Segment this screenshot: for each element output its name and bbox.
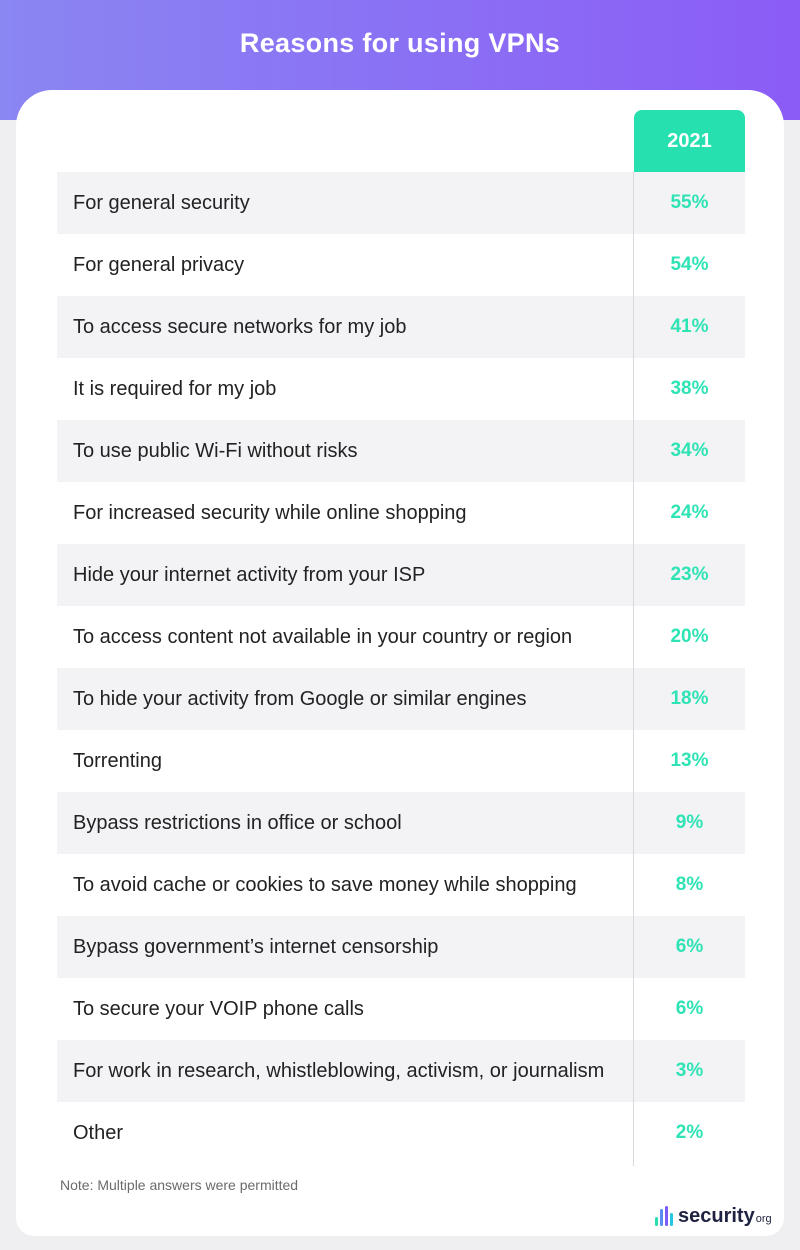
table-row: For general security 55% xyxy=(57,172,745,234)
row-value: 41% xyxy=(670,316,709,337)
table-row: It is required for my job 38% xyxy=(57,358,745,420)
row-label: To avoid cache or cookies to save money … xyxy=(73,874,577,896)
table-row: Torrenting 13% xyxy=(57,730,745,792)
row-label: To use public Wi-Fi without risks xyxy=(73,440,358,462)
row-label: Bypass government’s internet censorship xyxy=(73,936,439,958)
brand-suffix: org xyxy=(755,1213,772,1225)
row-value: 8% xyxy=(675,874,704,895)
row-label: Other xyxy=(73,1122,124,1144)
row-label: Hide your internet activity from your IS… xyxy=(73,564,426,586)
row-value: 13% xyxy=(670,750,709,771)
row-value: 38% xyxy=(670,378,709,399)
row-value: 6% xyxy=(675,936,704,957)
row-value: 3% xyxy=(675,1060,704,1081)
table-row: Bypass restrictions in office or school 9… xyxy=(57,792,745,854)
row-label: For work in research, whistleblowing, ac… xyxy=(73,1060,605,1082)
row-value: 54% xyxy=(670,254,709,275)
row-value: 23% xyxy=(670,564,709,585)
table-row: For increased security while online shop… xyxy=(57,482,745,544)
table-row: To secure your VOIP phone calls 6% xyxy=(57,978,745,1040)
table-row: Bypass government’s internet censorship 6… xyxy=(57,916,745,978)
table-row: Hide your internet activity from your IS… xyxy=(57,544,745,606)
table-row: To access secure networks for my job 41% xyxy=(57,296,745,358)
bars-logo-icon xyxy=(655,1206,673,1226)
row-value: 34% xyxy=(670,440,709,461)
table-row: Other 2% xyxy=(57,1102,745,1164)
row-label: Torrenting xyxy=(73,750,162,772)
row-label: To secure your VOIP phone calls xyxy=(73,998,364,1020)
table-row: To use public Wi-Fi without risks 34% xyxy=(57,420,745,482)
table-row: For general privacy 54% xyxy=(57,234,745,296)
brand-name: security xyxy=(678,1204,755,1227)
column-divider xyxy=(633,172,634,1166)
column-header-year: 2021 xyxy=(634,110,745,172)
data-table: For general security 55% For general priva… xyxy=(57,172,745,1164)
table-row: For work in research, whistleblowing, ac… xyxy=(57,1040,745,1102)
row-label: Bypass restrictions in office or school xyxy=(73,812,402,834)
table-row: To access content not available in your … xyxy=(57,606,745,668)
row-label: To access secure networks for my job xyxy=(73,316,407,338)
row-value: 24% xyxy=(670,502,709,523)
row-value: 55% xyxy=(670,192,709,213)
row-label: For general privacy xyxy=(73,254,245,276)
row-label: To access content not available in your … xyxy=(73,626,573,648)
row-value: 9% xyxy=(675,812,704,833)
row-value: 6% xyxy=(675,998,704,1019)
row-label: It is required for my job xyxy=(73,378,277,400)
brand-logo: security org xyxy=(655,1203,772,1229)
row-value: 2% xyxy=(675,1122,704,1143)
footnote: Note: Multiple answers were permitted xyxy=(60,1177,299,1193)
row-label: For general security xyxy=(73,192,250,214)
row-value: 18% xyxy=(670,688,709,709)
row-label: For increased security while online shop… xyxy=(73,502,467,524)
row-label: To hide your activity from Google or sim… xyxy=(73,688,527,710)
chart-title: Reasons for using VPNs xyxy=(239,28,561,58)
row-value: 20% xyxy=(670,626,709,647)
table-row: To avoid cache or cookies to save money … xyxy=(57,854,745,916)
table-row: To hide your activity from Google or sim… xyxy=(57,668,745,730)
